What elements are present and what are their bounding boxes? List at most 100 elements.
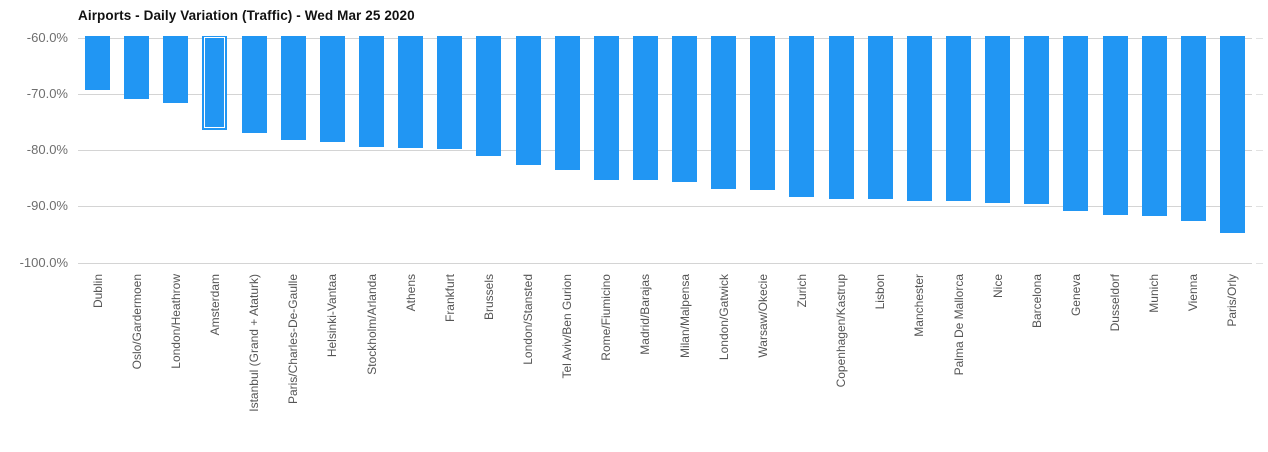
x-axis-label-london-heathrow: London/Heathrow xyxy=(168,274,184,452)
x-axis-label-nice: Nice xyxy=(990,274,1006,452)
x-axis-label-text: Frankfurt xyxy=(442,274,457,323)
y-axis-tick xyxy=(1256,37,1263,39)
x-axis-label-text: Stockholm/Arlanda xyxy=(364,274,379,375)
x-axis-label-text: London/Stansted xyxy=(521,274,536,365)
x-axis-label-copenhagen-kastrup: Copenhagen/Kastrup xyxy=(833,274,849,452)
x-axis-label-text: Manchester xyxy=(912,274,927,337)
x-axis-label-text: Munich xyxy=(1147,274,1162,313)
bar-helsinki-vantaa[interactable] xyxy=(319,36,345,142)
x-axis-label-text: Rome/Fiumicino xyxy=(599,274,614,361)
bar-london-stansted[interactable] xyxy=(515,36,541,166)
y-axis-label: -100.0% xyxy=(19,254,68,270)
bar-warsaw-okecie[interactable] xyxy=(750,36,776,190)
x-axis-label-paris-charles-de-gaulle: Paris/Charles-De-Gaulle xyxy=(285,274,301,452)
y-axis-label: -90.0% xyxy=(26,198,68,214)
y-axis-tick xyxy=(1256,206,1263,208)
x-axis-label-istanbul-grand-ataturk: Istanbul (Grand + Ataturk) xyxy=(246,274,262,452)
x-axis-label-text: Dusseldorf xyxy=(1108,274,1123,332)
x-axis-label-text: Tel Aviv/Ben Gurion xyxy=(560,274,575,379)
bar-athens[interactable] xyxy=(398,36,424,148)
x-axis-label-text: Athens xyxy=(403,274,418,312)
x-axis-label-geneva: Geneva xyxy=(1068,274,1084,452)
x-axis-label-tel-aviv-ben-gurion: Tel Aviv/Ben Gurion xyxy=(559,274,575,452)
bar-lisbon[interactable] xyxy=(867,36,893,199)
bar-milan-malpensa[interactable] xyxy=(672,36,698,182)
x-axis-label-warsaw-okecie: Warsaw/Okecie xyxy=(755,274,771,452)
y-axis-tick xyxy=(1256,150,1263,151)
bar-amsterdam[interactable] xyxy=(202,36,228,130)
x-axis-label-manchester: Manchester xyxy=(911,274,927,452)
bar-munich[interactable] xyxy=(1141,36,1167,217)
x-axis-label-text: Barcelona xyxy=(1029,274,1044,329)
x-axis-label-frankfurt: Frankfurt xyxy=(442,274,458,452)
x-axis-label-amsterdam: Amsterdam xyxy=(207,274,223,452)
x-axis-label-madrid-barajas: Madrid/Barajas xyxy=(637,274,653,452)
x-axis-label-text: Nice xyxy=(990,274,1005,299)
bar-rome-fiumicino[interactable] xyxy=(593,36,619,180)
bar-oslo-gardermoen[interactable] xyxy=(124,36,150,99)
bar-zurich[interactable] xyxy=(789,36,815,198)
x-axis-label-text: Helsinki-Vantaa xyxy=(325,274,340,358)
x-axis-label-text: Milan/Malpensa xyxy=(677,274,692,359)
x-axis-label-zurich: Zurich xyxy=(794,274,810,452)
bar-brussels[interactable] xyxy=(476,36,502,156)
bar-stockholm-arlanda[interactable] xyxy=(359,36,384,148)
bar-nice[interactable] xyxy=(985,36,1011,203)
bar-dublin[interactable] xyxy=(85,36,111,90)
x-axis-label-text: Copenhagen/Kastrup xyxy=(834,274,849,388)
x-axis-label-text: Vienna xyxy=(1186,274,1201,312)
bar-london-gatwick[interactable] xyxy=(711,36,737,189)
bar-palma-de-mallorca[interactable] xyxy=(946,36,971,202)
x-axis-label-munich: Munich xyxy=(1146,274,1162,452)
x-axis-label-athens: Athens xyxy=(403,274,419,452)
x-axis-label-text: London/Heathrow xyxy=(168,274,183,369)
bar-geneva[interactable] xyxy=(1063,36,1089,212)
x-axis-label-brussels: Brussels xyxy=(481,274,497,452)
x-axis-label-text: Brussels xyxy=(481,274,496,321)
bar-dusseldorf[interactable] xyxy=(1102,36,1128,216)
bar-frankfurt[interactable] xyxy=(437,36,463,150)
y-gridline xyxy=(78,150,1252,151)
x-axis-label-text: Oslo/Gardermoen xyxy=(129,274,144,370)
bar-istanbul-grand-ataturk[interactable] xyxy=(241,36,267,134)
x-axis-label-london-gatwick: London/Gatwick xyxy=(716,274,732,452)
bar-tel-aviv-ben-gurion[interactable] xyxy=(554,36,580,171)
bar-madrid-barajas[interactable] xyxy=(632,36,658,181)
bar-barcelona[interactable] xyxy=(1024,36,1050,204)
bar-copenhagen-kastrup[interactable] xyxy=(828,36,854,199)
x-axis-label-text: Amsterdam xyxy=(207,274,222,336)
chart-title: Airports - Daily Variation (Traffic) - W… xyxy=(78,8,415,23)
x-axis-label-text: London/Gatwick xyxy=(716,274,731,361)
y-gridline xyxy=(78,206,1252,208)
x-axis-label-text: Dublin xyxy=(90,274,105,309)
x-axis-label-dublin: Dublin xyxy=(90,274,106,452)
y-axis-tick xyxy=(1256,262,1263,264)
bar-paris-charles-de-gaulle[interactable] xyxy=(280,36,306,141)
x-axis-label-text: Palma De Mallorca xyxy=(951,274,966,376)
x-axis-label-dusseldorf: Dusseldorf xyxy=(1107,274,1123,452)
bar-paris-orly[interactable] xyxy=(1219,36,1245,233)
x-axis-label-oslo-gardermoen: Oslo/Gardermoen xyxy=(129,274,145,452)
x-axis-label-vienna: Vienna xyxy=(1185,274,1201,452)
y-gridline xyxy=(78,37,1252,39)
bar-london-heathrow[interactable] xyxy=(163,36,189,104)
bar-vienna[interactable] xyxy=(1180,36,1206,222)
x-axis-label-text: Madrid/Barajas xyxy=(638,274,653,355)
x-axis-label-text: Geneva xyxy=(1068,274,1083,317)
x-axis-label-text: Istanbul (Grand + Ataturk) xyxy=(247,274,262,412)
y-gridline xyxy=(78,262,1252,264)
x-axis-label-barcelona: Barcelona xyxy=(1029,274,1045,452)
x-axis-label-text: Warsaw/Okecie xyxy=(755,274,770,358)
bar-manchester[interactable] xyxy=(906,36,932,201)
x-axis-label-lisbon: Lisbon xyxy=(872,274,888,452)
y-axis-label: -70.0% xyxy=(26,85,68,101)
x-axis-label-text: Paris/Orly xyxy=(1225,274,1240,327)
x-axis-label-helsinki-vantaa: Helsinki-Vantaa xyxy=(324,274,340,452)
y-axis-label: -80.0% xyxy=(26,142,68,157)
x-axis-label-stockholm-arlanda: Stockholm/Arlanda xyxy=(364,274,380,452)
x-axis-label-text: Zurich xyxy=(794,274,809,308)
x-axis-label-milan-malpensa: Milan/Malpensa xyxy=(677,274,693,452)
x-axis-label-text: Lisbon xyxy=(873,274,888,310)
y-gridline xyxy=(78,93,1252,95)
